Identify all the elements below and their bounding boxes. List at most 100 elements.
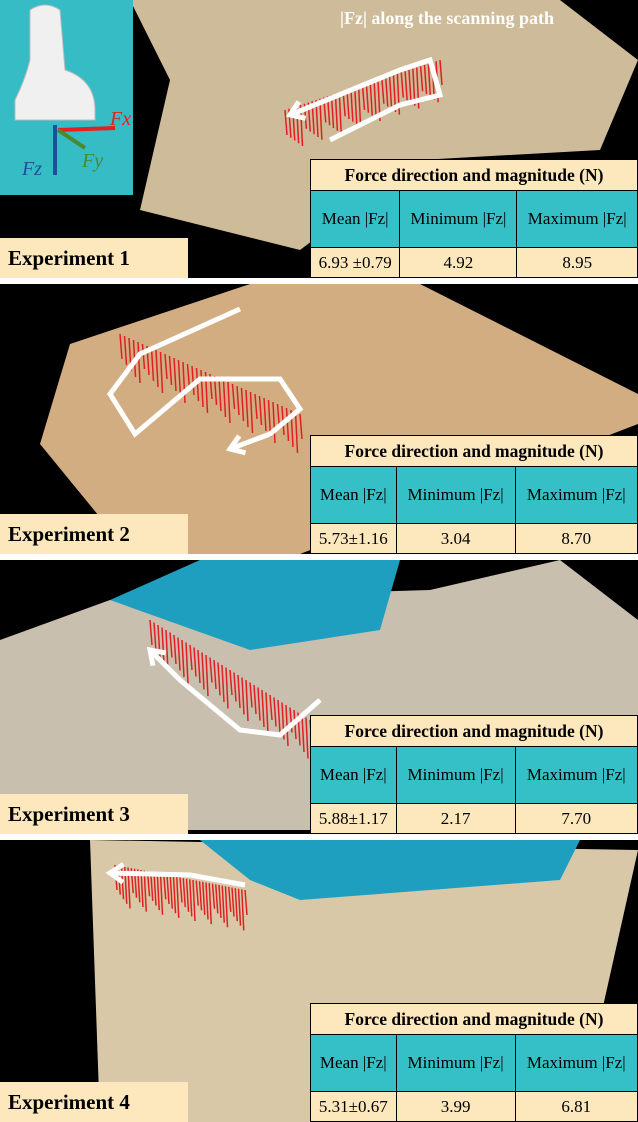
force-vector [419,66,424,92]
column-header: Maximum |Fz| [514,746,638,804]
force-vector [179,877,183,903]
table-value: 6.81 [514,1091,638,1122]
force-vector [166,874,170,905]
force-vector [123,335,128,366]
table-value: 5.31±0.67 [310,1091,397,1122]
fz-label: Fz [22,158,42,180]
force-vector [285,704,289,747]
probe [14,4,96,121]
force-vector [277,699,281,734]
force-vector [234,888,238,922]
table-value: 3.99 [395,1091,516,1122]
path-arrowhead [105,862,125,885]
force-vector [338,92,342,134]
force-vector [195,367,200,402]
force-vector [150,347,155,382]
force-vector [284,109,288,136]
force-vector [153,622,157,652]
table-value: 4.92 [399,247,518,278]
force-vector [258,395,263,426]
table-title: Force direction and magnitude (N) [310,1003,638,1035]
fx-arrow [57,126,116,132]
table-value: 2.17 [395,803,516,834]
force-vector [224,886,229,928]
force-vector [149,619,153,646]
force-vector [273,697,277,727]
force-vector [233,672,237,702]
force-vector [334,93,339,131]
force-vector [237,674,241,709]
force-vector [225,667,229,709]
table-title-row: Force direction and magnitude (N) [310,715,638,747]
table-header-row: Mean |Fz| Minimum |Fz| Maximum |Fz| [309,190,638,248]
table-value: 7.70 [514,803,638,834]
column-header: Mean |Fz| [310,466,397,524]
experiment-label: Experiment 2 [0,514,188,554]
table-value-row: 6.93 ±0.79 4.92 8.95 [309,247,638,278]
scan-scene [40,284,638,554]
force-vector [208,883,212,925]
table-value-row: 5.88±1.17 2.17 7.70 [310,803,638,834]
scan-path [106,306,304,452]
table-header-row: Mean |Fz| Minimum |Fz| Maximum |Fz| [310,746,638,804]
force-vector [241,677,245,715]
force-vector [150,871,154,901]
column-header: Maximum |Fz| [514,1034,638,1092]
force-vector [211,883,216,909]
force-vector [265,692,269,734]
force-vector [231,887,235,917]
blue-cloth [200,840,580,900]
force-vector [423,64,428,95]
force-vector [169,632,173,658]
column-header: Minimum |Fz| [395,466,516,524]
table-value: 5.73±1.16 [310,523,397,554]
force-vector [197,649,201,684]
column-header: Minimum |Fz| [399,190,518,248]
experiment-panel: Experiment 2 Force direction and magnitud… [0,284,638,554]
force-table: Force direction and magnitude (N) Mean |F… [309,159,638,278]
force-vector [257,687,261,721]
force-vector [198,881,203,911]
skin-surface [130,0,638,250]
force-vector [427,63,432,97]
force-vector [249,682,253,708]
scan-path [148,648,322,738]
force-vector [202,881,206,915]
force-vector [253,684,257,715]
force-vector [289,707,293,733]
table-title-row: Force direction and magnitude (N) [310,435,638,467]
force-vector [254,393,258,420]
table-value-row: 5.73±1.16 3.04 8.70 [310,523,638,554]
force-vector [164,353,168,380]
experiment-panel: Experiment 4 Force direction and magnitud… [0,840,638,1122]
path-annotation: |Fz| along the scanning path [340,8,554,28]
force-vector [365,83,370,113]
force-vector [388,76,393,110]
force-vector [143,870,147,912]
force-vector [195,880,199,906]
force-vector [261,689,265,728]
force-vector [213,659,217,690]
column-header: Minimum |Fz| [395,746,516,804]
force-vector [218,884,222,919]
path-arrowhead [225,434,247,456]
column-header: Maximum |Fz| [514,466,638,524]
force-vector [357,86,362,128]
force-vector [269,694,273,721]
force-vector [229,669,233,696]
table-value: 3.04 [395,523,516,554]
force-vector [201,652,205,690]
force-table: Force direction and magnitude (N) Mean |F… [310,435,638,554]
force-vector [205,654,209,697]
experiment-label: Experiment 4 [0,1082,188,1122]
force-vector [400,72,404,98]
force-vector [404,71,408,101]
force-vector [177,637,181,671]
force-vector [192,879,196,922]
force-vector [156,873,160,911]
force-vector [236,385,240,416]
fy-arrow [56,128,87,150]
force-vector [228,886,232,912]
force-vector [263,397,267,432]
force-vector [373,81,377,119]
